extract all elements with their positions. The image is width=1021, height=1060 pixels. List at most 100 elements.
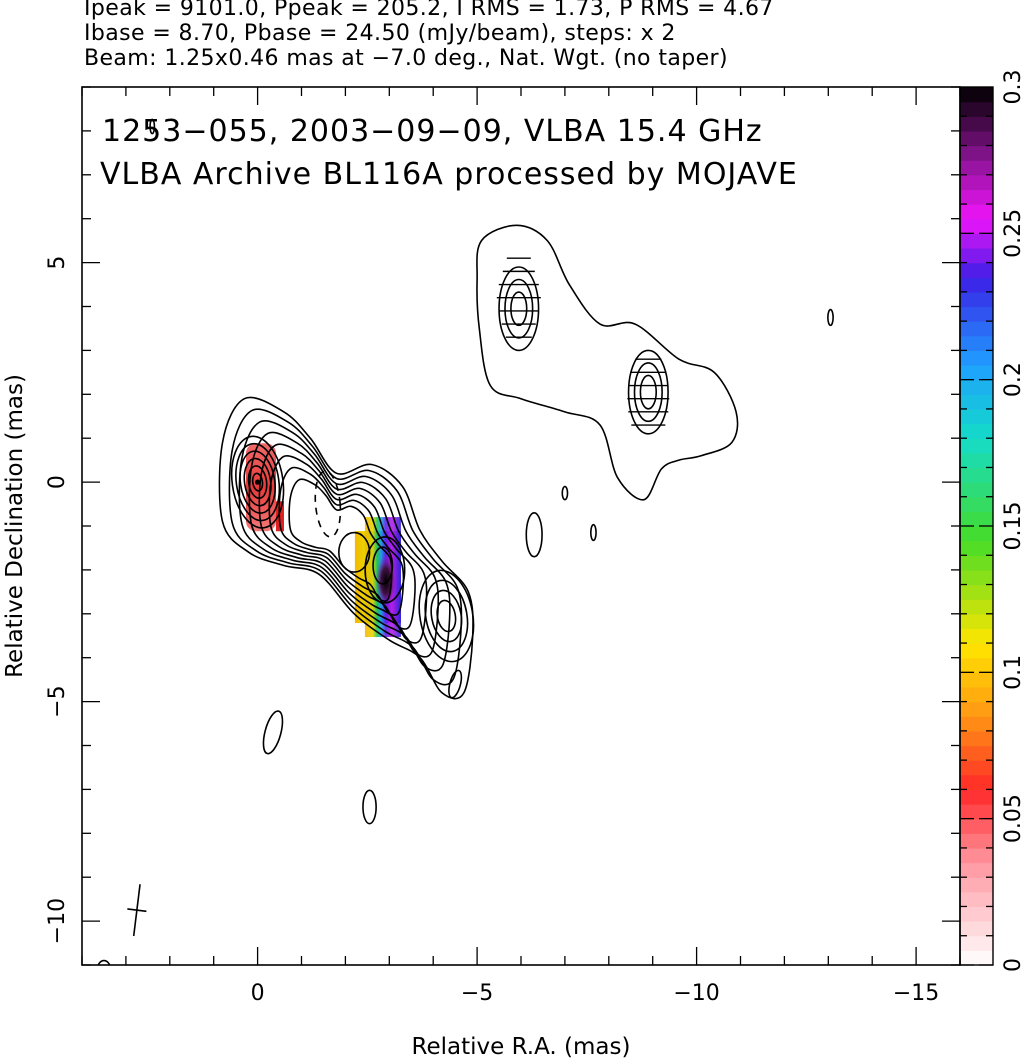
colorbar-tick-label: 0.1 (1001, 655, 1021, 690)
colorbar-band (960, 350, 993, 366)
beam-minor-axis (127, 908, 147, 913)
x-axis-label: Relative R.A. (mas) (412, 1034, 631, 1060)
x-tick-label: −5 (461, 981, 493, 1006)
contour-line (238, 420, 451, 672)
negative-contour (314, 470, 342, 538)
colorbar-band (960, 87, 993, 103)
colorbar-band (960, 291, 993, 308)
colorbar-band (960, 540, 993, 556)
colorbar-band (960, 921, 993, 937)
contour-line (525, 512, 543, 558)
contour-line (510, 291, 528, 327)
contour-line (424, 579, 469, 653)
plot-frame (81, 86, 961, 966)
colorbar-band (960, 365, 993, 381)
colorbar-band (960, 467, 993, 483)
colorbar-band (960, 452, 993, 469)
jet-polarization-peak (375, 555, 396, 608)
colorbar-tick-label: 0.3 (1001, 70, 1021, 105)
colorbar-band (960, 145, 993, 161)
intensity-contours (97, 118, 834, 965)
contour-line (230, 435, 285, 529)
colorbar-band (960, 204, 993, 220)
colorbar-band (960, 686, 993, 703)
colorbar-band (960, 160, 993, 176)
contour-line (362, 789, 377, 825)
colorbar-gradient (960, 87, 993, 966)
colorbar-band (960, 511, 993, 527)
colorbar-band (960, 189, 993, 205)
contour-line (639, 374, 658, 410)
contour-line (149, 118, 156, 135)
colorbar-band (960, 716, 993, 732)
colorbar-band (960, 730, 993, 747)
colorbar-band (960, 174, 993, 191)
header-line-beam: Beam: 1.25x0.46 mas at −7.0 deg., Nat. W… (84, 46, 728, 71)
colorbar-band (960, 247, 993, 264)
colorbar-band (960, 569, 993, 586)
colorbar-band (960, 496, 993, 512)
colorbar-band (960, 804, 993, 820)
colorbar-band (960, 613, 993, 630)
colorbar-band (960, 906, 993, 922)
colorbar-tick-label: 0.2 (1001, 362, 1021, 397)
colorbar-band (960, 116, 993, 132)
colorbar-band (960, 379, 993, 395)
contour-line (239, 450, 276, 514)
colorbar-band (960, 218, 993, 234)
contour-line (248, 431, 440, 658)
axis-ticks (81, 86, 993, 966)
contour-line (338, 531, 371, 573)
contour-line (243, 457, 272, 507)
contour-line (561, 485, 569, 501)
y-tick-labels: 5 0 −5 −10 (45, 256, 70, 945)
map-content (97, 118, 834, 965)
contour-line (247, 465, 268, 500)
y-tick-label: −5 (45, 685, 70, 717)
colorbar-band (960, 789, 993, 805)
colorbar-band (960, 394, 993, 410)
colorbar-tick-label: 0.05 (1001, 794, 1021, 843)
contour-line (251, 472, 264, 492)
y-tick-label: 0 (45, 475, 70, 489)
contour-line (262, 710, 284, 755)
colorbar-band (960, 935, 993, 951)
colorbar-tick-label: 0.15 (1001, 502, 1021, 551)
x-tick-label: 0 (251, 981, 265, 1006)
colorbar-band (960, 423, 993, 439)
contour-line (364, 536, 406, 604)
contour-line (498, 266, 540, 352)
colorbar-band (960, 321, 993, 337)
colorbar-band (960, 760, 993, 776)
colorbar-band (960, 672, 993, 688)
colorbar-band (960, 408, 993, 425)
colorbar-band (960, 130, 993, 147)
colorbar-band (960, 306, 993, 322)
contour-line (418, 569, 475, 663)
contour-line (436, 599, 457, 633)
colorbar-band (960, 701, 993, 717)
contour-line (827, 308, 834, 327)
colorbar-band (960, 628, 993, 644)
contour-line (430, 589, 463, 643)
colorbar-band (960, 262, 993, 278)
colorbar-band (960, 584, 993, 600)
colorbar-band (960, 950, 993, 966)
colorbar-band (960, 745, 993, 761)
colorbar-band (960, 438, 993, 454)
y-tick-label: −10 (45, 898, 70, 944)
beam-marker (127, 884, 147, 937)
y-tick-label: 5 (45, 256, 70, 270)
colorbar-band (960, 818, 993, 834)
colorbar-band (960, 862, 993, 878)
colorbar-band (960, 526, 993, 542)
contour-line (590, 523, 597, 542)
colorbar-band (960, 482, 993, 498)
contour-line (476, 224, 739, 501)
header-line-base: Ibase = 8.70, Pbase = 24.50 (mJy/beam), … (84, 21, 676, 46)
colorbar-frame (959, 86, 994, 966)
contour-line (235, 442, 281, 522)
x-tick-label: −10 (673, 981, 719, 1006)
polarization-vectors (496, 257, 670, 426)
contour-line (627, 349, 669, 435)
